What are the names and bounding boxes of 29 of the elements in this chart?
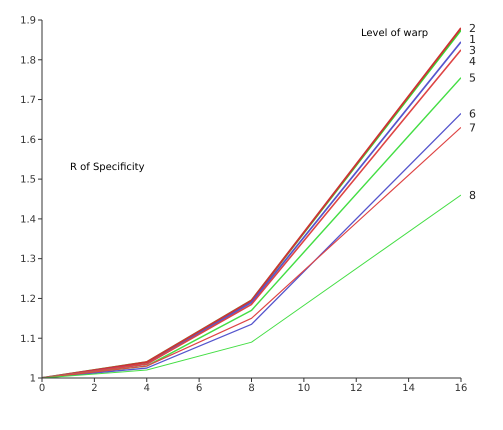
series-label: 5: [469, 72, 476, 85]
series-label: 8: [469, 189, 476, 202]
x-tick-label: 8: [248, 383, 255, 394]
x-tick-label: 16: [454, 383, 468, 394]
x-tick-label: 6: [196, 383, 202, 394]
y-tick-label: 1.4: [20, 214, 36, 226]
x-tick-label: 4: [144, 383, 150, 394]
x-tick-label: 0: [38, 383, 46, 394]
annotation: Level of warp: [361, 28, 428, 39]
series-label: 6: [469, 107, 476, 120]
y-tick-label: 1.1: [20, 334, 36, 345]
x-tick-label: 12: [350, 383, 363, 394]
series-label: 1: [469, 32, 476, 46]
series-label: 3: [469, 44, 476, 57]
y-tick-label: 1.9: [20, 16, 36, 27]
series-label: 7: [469, 121, 476, 134]
y-tick-label: 1.5: [20, 174, 36, 186]
x-tick-label: 10: [298, 383, 310, 394]
annotation: R of Specificity: [70, 162, 145, 173]
series-label: 4: [469, 54, 476, 68]
y-tick-label: 1.3: [20, 254, 36, 266]
y-tick-label: 1.2: [20, 294, 36, 305]
series-label: 2: [469, 22, 476, 35]
y-tick-label: 1.6: [20, 134, 36, 146]
y-tick-label: 1.8: [20, 55, 36, 66]
x-tick-label: 2: [91, 383, 98, 394]
x-tick-label: 14: [402, 383, 415, 394]
y-tick-label: 1.7: [20, 95, 36, 106]
y-tick-label: 1: [30, 374, 36, 385]
